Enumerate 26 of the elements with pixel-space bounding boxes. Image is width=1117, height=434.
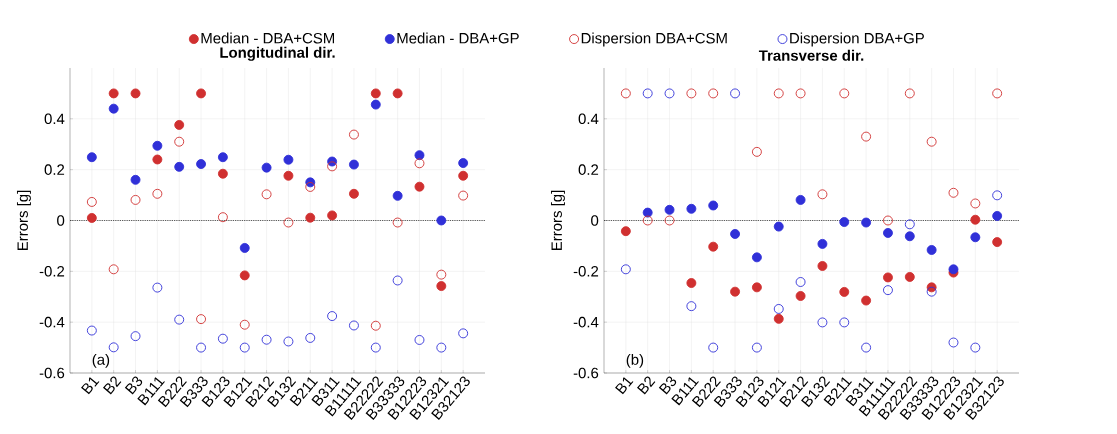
x-tick-label: B1 (615, 377, 634, 395)
legend-label: Median - DBA+CSM (201, 32, 335, 44)
x-tick-label: B1 (81, 377, 100, 395)
annotation: (a) (92, 353, 110, 368)
x-tick-label: B2 (636, 376, 656, 395)
y-tick-label: -0.4 (39, 316, 65, 328)
x-tick-label: B2 (102, 376, 122, 395)
legend-label: Median - DBA+GP (397, 32, 519, 44)
y-tick-label: 0.4 (44, 113, 65, 125)
legend-label: Dispersion DBA+GP (790, 32, 924, 47)
y-tick-label: 0.2 (578, 164, 599, 175)
y-tick-label: -0.2 (39, 266, 65, 277)
y-tick-label: 0.4 (578, 113, 599, 125)
y-tick-label: 0 (591, 215, 599, 226)
y-tick-label: -0.4 (573, 316, 599, 328)
y-tick-label: 0 (57, 215, 65, 226)
annotation: (b) (626, 353, 644, 368)
y-tick-label: -0.6 (39, 367, 65, 379)
y-axis-title: Errors [g] (16, 190, 31, 250)
legend-label: Dispersion DBA+CSM (581, 32, 727, 47)
chart-title: Transverse dir. (758, 49, 864, 61)
y-tick-label: 0.2 (44, 164, 65, 175)
chart-title: Longitudinal dir. (220, 46, 335, 61)
y-axis-title: Errors [g] (550, 190, 565, 250)
y-tick-label: -0.2 (573, 266, 599, 277)
y-tick-label: -0.6 (573, 367, 599, 379)
